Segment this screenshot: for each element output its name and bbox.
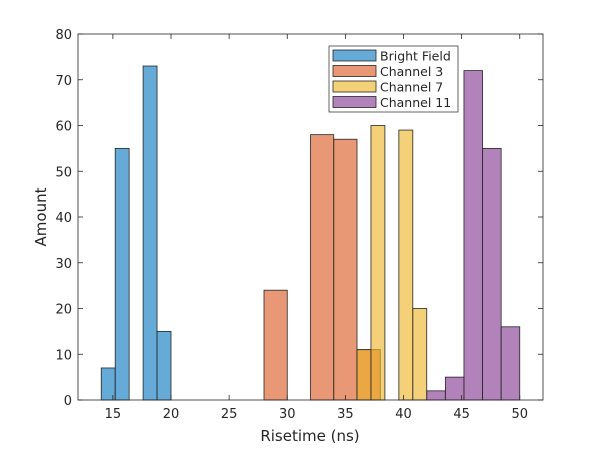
- bar-series-2-bin-0: [356, 349, 372, 401]
- ticks-layer: 15 20 25 30 35 40 45 50 0 10 20 30 40 50 60 70 80: [55, 28, 543, 422]
- x-tick-label: 15: [105, 407, 122, 422]
- y-tick-label: 30: [55, 257, 72, 272]
- legend-label: Channel 3: [380, 64, 443, 79]
- y-tick-label: 50: [55, 165, 72, 180]
- bar-series-1-bin-3: [333, 138, 358, 401]
- x-tick-label: 50: [511, 407, 528, 422]
- bar-series-3-bin-2: [463, 70, 483, 401]
- bar-series-2-bin-3: [398, 129, 414, 401]
- legend-swatch: [332, 96, 377, 108]
- legend-label: Channel 7: [380, 80, 443, 95]
- x-tick-label: 25: [221, 407, 238, 422]
- x-tick-label: 40: [395, 407, 412, 422]
- y-tick-label: 0: [64, 394, 72, 409]
- x-axis-label: Risetime (ns): [260, 427, 359, 445]
- bar-series-1-bin-2: [310, 134, 335, 401]
- bar-series-2-bin-1: [370, 125, 386, 401]
- bar-series-0-bin-1: [114, 147, 130, 401]
- bars-layer: [100, 65, 521, 401]
- x-tick-label: 45: [453, 407, 470, 422]
- y-tick-label: 10: [55, 348, 72, 363]
- y-tick-label: 80: [55, 28, 72, 43]
- legend-swatch: [332, 65, 377, 77]
- legend-swatch: [332, 80, 377, 93]
- bar-series-3-bin-0: [426, 390, 446, 401]
- y-tick-label: 70: [55, 74, 72, 89]
- y-tick-label: 20: [55, 303, 72, 318]
- bar-series-0-bin-4: [156, 330, 172, 401]
- bar-series-3-bin-3: [482, 147, 502, 401]
- x-tick-label: 30: [279, 407, 296, 422]
- bar-series-3-bin-4: [500, 326, 521, 401]
- legend-label: Channel 11: [380, 95, 451, 110]
- legend-label: Bright Field: [380, 49, 451, 64]
- x-tick-label: 20: [163, 407, 180, 422]
- y-axis-label: Amount: [32, 187, 50, 246]
- bar-series-2-bin-4: [412, 308, 428, 401]
- bar-series-3-bin-1: [444, 376, 465, 401]
- bar-series-0-bin-3: [142, 65, 158, 401]
- y-tick-label: 40: [55, 211, 72, 226]
- legend-swatch: [332, 49, 377, 62]
- bar-series-1-bin-0: [263, 289, 288, 401]
- y-tick-label: 60: [55, 120, 72, 135]
- x-tick-label: 35: [337, 407, 354, 422]
